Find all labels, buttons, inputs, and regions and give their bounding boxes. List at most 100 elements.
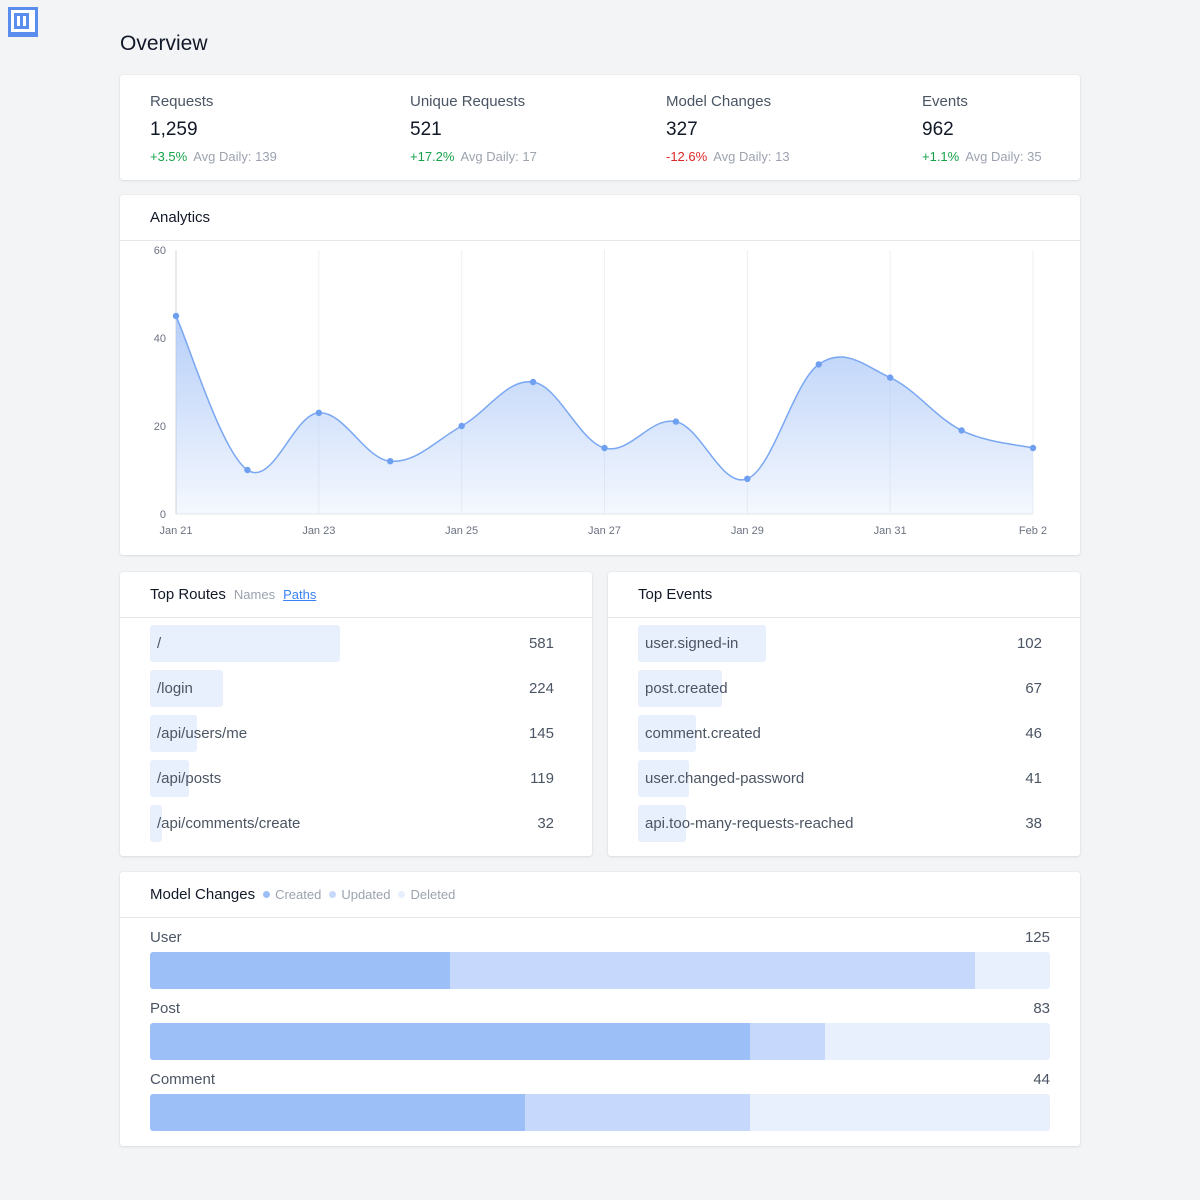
stat-value: 1,259 (150, 119, 198, 140)
route-bar (150, 715, 198, 752)
top-events-header: Top Events (608, 572, 1080, 618)
segment-deleted (975, 952, 1050, 989)
legend-dot (398, 891, 406, 898)
route-row[interactable]: /api/posts 119 (150, 760, 554, 797)
legend-label: Deleted (410, 887, 456, 902)
data-point (744, 475, 751, 482)
model-total: 83 (1033, 1000, 1050, 1017)
toggle-paths[interactable]: Paths (283, 587, 317, 602)
stat-label: Events (922, 93, 968, 110)
event-row[interactable]: post.created 67 (638, 670, 1042, 707)
y-tick-label: 40 (154, 333, 166, 345)
model-changes-card: Model Changes Created Updated Deleted Us… (120, 872, 1080, 1146)
route-value: 145 (528, 725, 554, 742)
top-routes-header: Top Routes Names Paths (120, 572, 592, 618)
model-bar (150, 1023, 1050, 1060)
stat-value: 962 (922, 119, 954, 140)
stat-avg: Avg Daily: 13 (713, 149, 790, 164)
event-value: 102 (1016, 635, 1042, 652)
route-label: /api/comments/create (157, 815, 301, 832)
event-bar (638, 625, 766, 662)
route-label: /login (157, 680, 193, 697)
event-label: user.changed-password (645, 770, 805, 787)
x-tick-label: Jan 29 (731, 525, 764, 537)
route-bar (150, 805, 162, 842)
event-label: post.created (645, 680, 728, 697)
event-bar (638, 670, 723, 707)
route-row[interactable]: /login 224 (150, 670, 554, 707)
data-point (601, 444, 608, 452)
legend-label: Updated (341, 887, 391, 902)
data-point (886, 374, 894, 381)
series-line (175, 315, 1034, 481)
model-label: User (150, 929, 182, 946)
stat-requests: Requests 1,259 +3.5% Avg Daily: 139 (150, 93, 277, 164)
x-tick-label: Jan 21 (159, 525, 192, 537)
data-point (315, 409, 323, 416)
event-value: 38 (1025, 815, 1042, 832)
x-tick-label: Jan 31 (874, 525, 907, 537)
route-value: 119 (530, 770, 554, 787)
stat-change: +17.2% (410, 149, 455, 164)
event-bar (638, 715, 696, 752)
route-row[interactable]: / 581 (150, 625, 554, 662)
model-label: Comment (150, 1071, 216, 1088)
model-bar (150, 952, 1050, 989)
event-row[interactable]: comment.created 46 (638, 715, 1042, 752)
route-label: / (157, 635, 162, 652)
event-label: api.too-many-requests-reached (645, 815, 854, 832)
stat-change: +3.5% (150, 149, 188, 164)
data-point (387, 458, 394, 465)
event-value: 41 (1025, 770, 1042, 787)
event-row[interactable]: user.changed-password 41 (638, 760, 1042, 797)
stat-change: -12.6% (666, 149, 708, 164)
y-tick-label: 0 (160, 509, 166, 521)
event-row[interactable]: user.signed-in 102 (638, 625, 1042, 662)
route-value: 32 (537, 815, 554, 832)
segment-created (150, 1094, 526, 1131)
route-bar (150, 625, 340, 662)
segment-deleted (750, 1094, 1050, 1131)
model-bar (150, 1094, 1050, 1131)
top-events-title: Top Events (638, 586, 713, 603)
data-point (172, 312, 180, 320)
x-tick-label: Jan 23 (302, 525, 335, 537)
top-routes-title: Top Routes (150, 586, 226, 603)
route-row[interactable]: /api/comments/create 32 (150, 805, 554, 842)
top-routes-card: Top Routes Names Paths / 581/login 224/api… (120, 572, 592, 856)
legend-dot (263, 891, 271, 898)
data-point (244, 466, 251, 474)
data-point (815, 361, 822, 368)
analytics-chart: Jan 21 Jan 23 Jan 25 Jan 27 Jan 29 Jan 31 Feb … (154, 245, 1047, 537)
event-value: 67 (1025, 680, 1042, 697)
legend-created: Created (263, 887, 321, 902)
data-point (958, 427, 965, 434)
stat-value: 327 (666, 119, 698, 140)
y-tick-label: 60 (154, 245, 166, 257)
legend-deleted: Deleted (398, 887, 455, 902)
data-point (458, 422, 465, 430)
stats-card: Requests 1,259 +3.5% Avg Daily: 139 Uniqu… (120, 75, 1080, 180)
x-tick-label: Jan 27 (588, 525, 621, 537)
event-label: user.signed-in (645, 635, 739, 652)
analytics-card: Analytics Jan 21 Jan 23 Jan 25 Jan 27 Jan 29… (120, 195, 1080, 555)
stat-model-changes: Model Changes 327 -12.6% Avg Daily: 13 (666, 93, 790, 164)
lm-logo-icon[interactable] (8, 7, 38, 37)
stat-events: Events 962 +1.1% Avg Daily: 35 (922, 93, 1042, 164)
event-row[interactable]: api.too-many-requests-reached 38 (638, 805, 1042, 842)
page-title: Overview (120, 32, 208, 55)
segment-updated (525, 1094, 751, 1131)
toggle-names[interactable]: Names (233, 587, 276, 602)
top-events-card: Top Events user.signed-in 102 post.created… (608, 572, 1080, 856)
data-point (529, 378, 537, 386)
legend-dot (329, 891, 337, 898)
route-bar (150, 670, 224, 707)
y-tick-label: 20 (154, 421, 166, 433)
legend-label: Created (275, 887, 322, 902)
segment-created (150, 952, 450, 989)
stat-avg: Avg Daily: 17 (460, 149, 537, 164)
route-row[interactable]: /api/users/me 145 (150, 715, 554, 752)
stat-label: Unique Requests (410, 93, 526, 110)
event-value: 46 (1025, 725, 1042, 742)
segment-deleted (824, 1023, 1050, 1060)
